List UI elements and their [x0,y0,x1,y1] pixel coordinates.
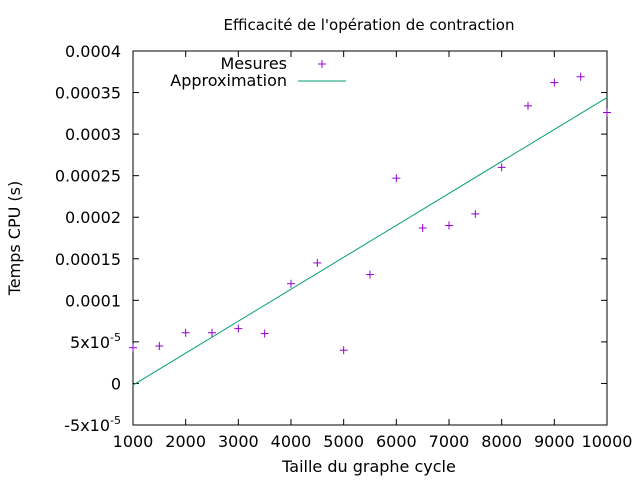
data-point-mesures [260,329,269,338]
x-tick-label: 9000 [534,432,575,451]
y-tick-label: 0 [111,374,121,393]
y-tick-label-base: 0.00015 [55,250,121,269]
y-axis-ticks: -5x10-505x10-50.00010.000150.00020.00025… [55,42,607,435]
data-point-mesures [313,258,322,267]
data-point-mesures [524,101,532,110]
y-tick-label: 0.00025 [55,167,121,186]
y-tick-label-base: 0.00035 [55,84,121,103]
x-axis-title: Taille du graphe cycle [281,457,456,476]
x-tick-label: 10000 [582,432,633,451]
x-tick-label: 8000 [481,432,522,451]
y-tick-label: 0.0002 [65,208,121,227]
y-tick-label: 0.00035 [55,84,121,103]
y-tick-label-base: 0 [111,374,121,393]
x-tick-label: 3000 [218,432,259,451]
x-tick-label: 5000 [323,432,364,451]
y-tick-label-base: 0.0002 [65,208,121,227]
chart-title: Efficacité de l'opération de contraction [224,16,515,34]
y-tick-label-base: 0.0001 [65,291,121,310]
legend: Mesures Approximation [170,54,346,90]
data-point-mesures [418,224,427,233]
legend-label-mesures: Mesures [220,54,287,73]
y-tick-label-base: 0.00025 [55,167,121,186]
x-tick-label: 4000 [271,432,312,451]
data-point-mesures [392,174,401,183]
data-point-mesures [445,221,453,230]
y-tick-label-base: 0.0003 [65,125,121,144]
x-tick-label: 1000 [113,432,154,451]
y-tick-label: 0.0001 [65,291,121,310]
data-point-mesures [234,324,243,333]
y-tick-label-base: 0.0004 [65,42,121,61]
y-tick-label: 0.0004 [65,42,121,61]
legend-key-mesures [318,60,326,68]
data-point-mesures [366,270,374,279]
y-axis-title: Temps CPU (s) [5,181,24,297]
data-point-mesures [471,209,480,218]
y-tick-label: 5x10-5 [70,331,121,352]
plot-border [132,50,608,426]
data-point-mesures [550,78,559,87]
y-tick-label-base: 5x10 [70,333,110,352]
y-tick-label: 0.00015 [55,250,121,269]
data-point-mesures [603,108,611,117]
y-tick-label-exponent: -5 [110,414,121,427]
legend-label-approximation: Approximation [170,71,287,90]
data-point-mesures [129,343,137,352]
x-tick-label: 7000 [429,432,470,451]
data-point-mesures [181,328,190,337]
approximation-line [132,97,608,386]
data-point-mesures [497,163,506,172]
x-axis-ticks: 1000 2000 3000 4000 5000 6000 7000 8000 9000 1000… [113,51,633,451]
data-point-mesures [576,72,585,81]
y-tick-label: 0.0003 [65,125,121,144]
y-tick-label-base: -5x10 [64,416,110,435]
plot-area [129,72,611,386]
data-point-mesures [287,279,295,288]
x-tick-label: 6000 [376,432,417,451]
data-point-mesures [155,342,164,351]
data-point-mesures [208,328,216,337]
y-tick-label: -5x10-5 [64,414,121,435]
data-point-mesures [339,346,348,355]
y-tick-label-exponent: -5 [110,331,121,344]
x-tick-label: 2000 [165,432,206,451]
